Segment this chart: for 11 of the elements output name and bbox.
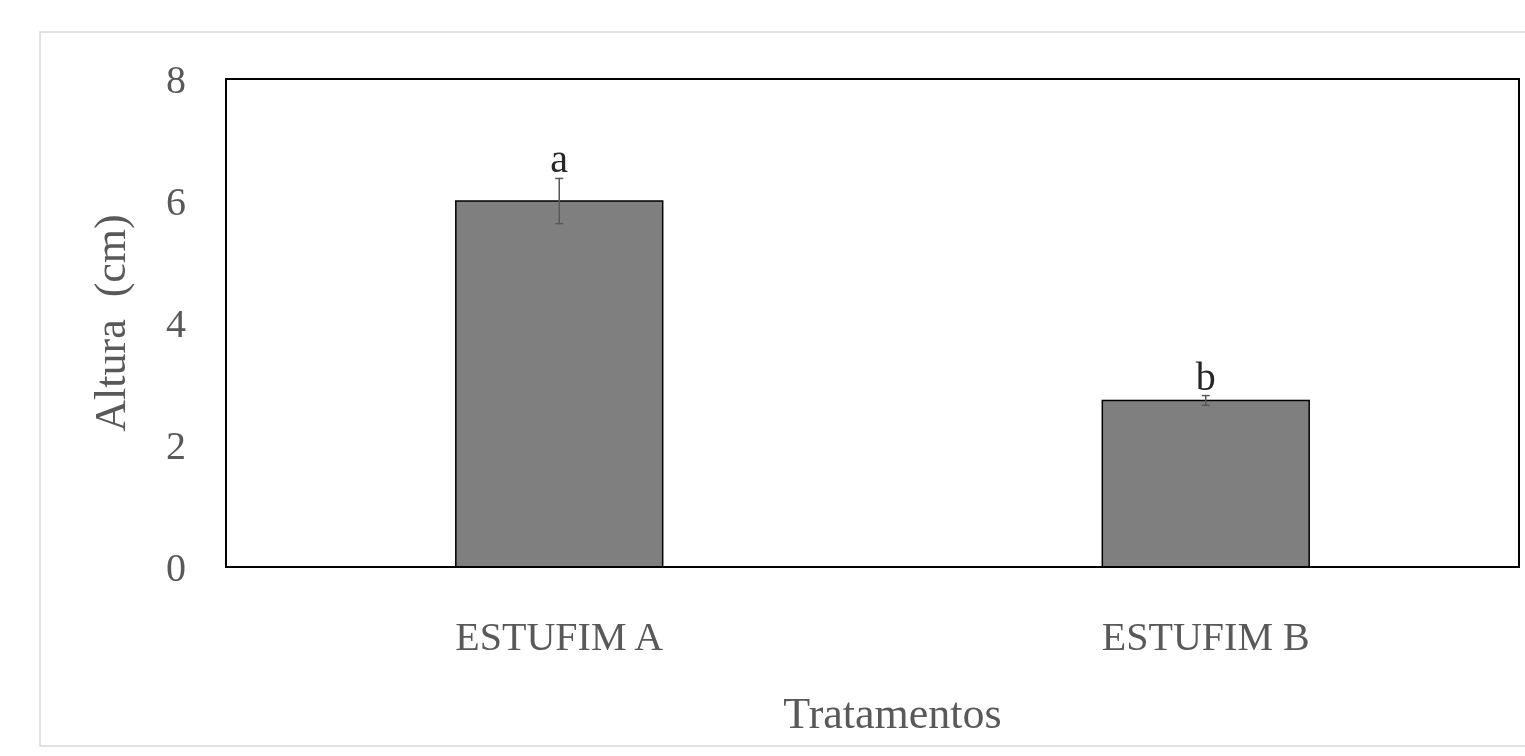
x-axis-title: Tratamentos bbox=[783, 689, 1002, 738]
y-tick-label: 4 bbox=[166, 301, 186, 346]
y-tick-label: 0 bbox=[166, 545, 186, 590]
x-tick-label: ESTUFIM B bbox=[1101, 614, 1310, 659]
y-tick-label: 2 bbox=[166, 423, 186, 468]
y-tick-label: 8 bbox=[166, 57, 186, 102]
y-axis-title: Altura (cm) bbox=[86, 214, 135, 432]
y-tick-label: 6 bbox=[166, 179, 186, 224]
annotation: b bbox=[1195, 353, 1216, 399]
x-tick-label: ESTUFIM A bbox=[455, 614, 664, 659]
annotation: a bbox=[550, 136, 569, 182]
